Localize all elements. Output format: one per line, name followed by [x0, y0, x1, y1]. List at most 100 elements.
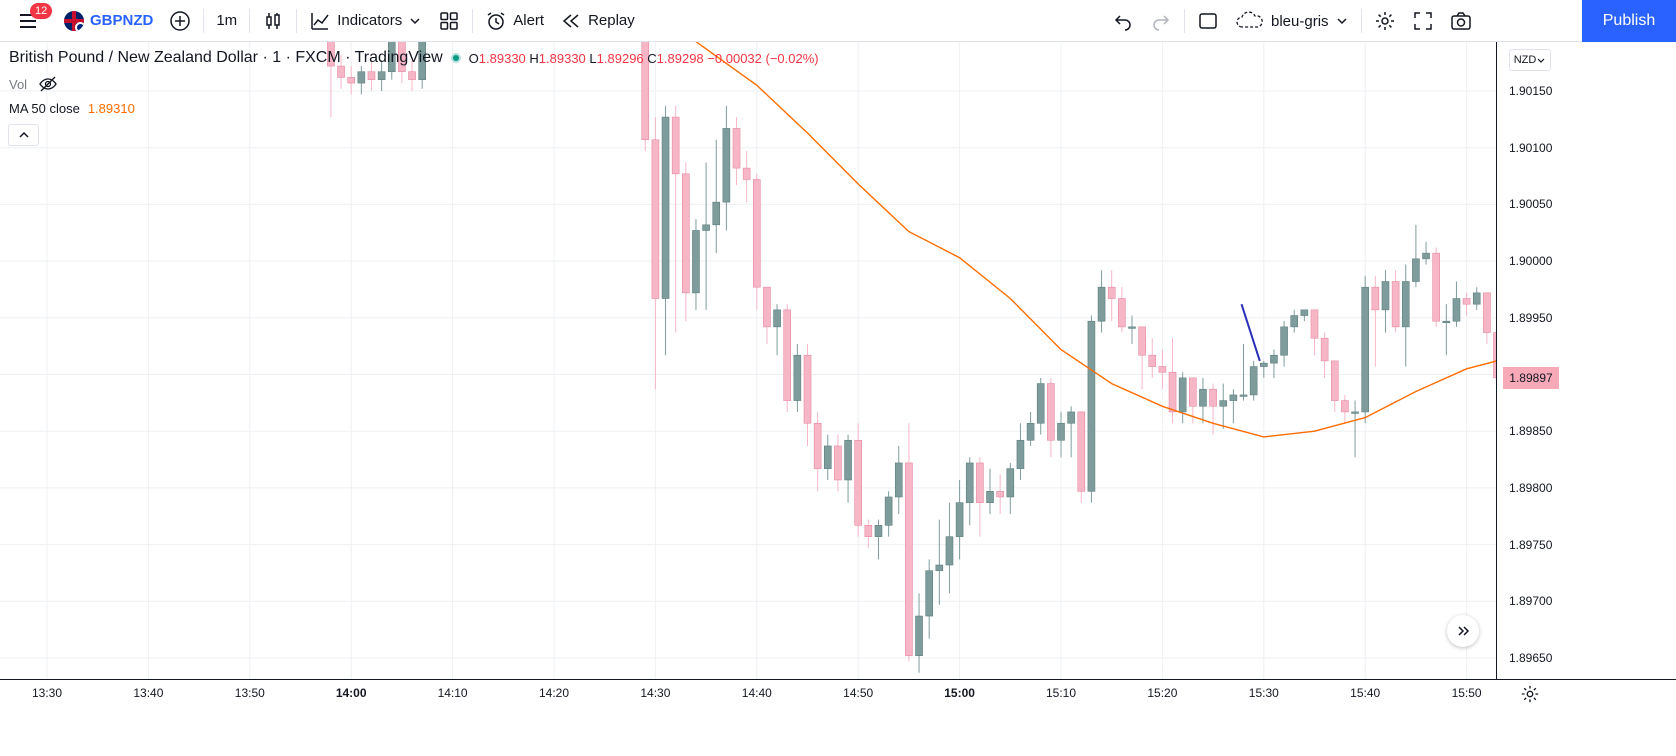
candle-body — [337, 65, 345, 78]
gear-icon — [1521, 685, 1539, 703]
replay-label: Replay — [588, 12, 635, 29]
collapse-legend-button[interactable] — [8, 124, 39, 146]
candle-body — [408, 71, 416, 80]
chart-type-button[interactable] — [254, 0, 292, 42]
alert-button[interactable]: Alert — [477, 0, 552, 42]
candle-body — [1026, 422, 1035, 441]
candle-body — [965, 462, 974, 503]
double-chevron-right-icon — [1458, 626, 1470, 636]
candle-body — [1209, 388, 1217, 407]
fullscreen-button[interactable] — [1404, 0, 1442, 42]
time-label: 15:30 — [1248, 686, 1279, 700]
market-status-dot[interactable] — [450, 53, 461, 63]
close-value: 1.89298 — [656, 50, 704, 66]
price-label: 1.89950 — [1509, 310, 1553, 325]
compare-symbol-button[interactable] — [161, 0, 199, 42]
symbol-label: GBPNZD — [90, 12, 154, 29]
currency-selector[interactable]: NZD — [1509, 49, 1551, 71]
ma-label[interactable]: MA 50 close — [9, 101, 80, 116]
candle-body — [712, 201, 721, 226]
undo-button[interactable] — [1104, 0, 1142, 42]
symbol-title[interactable]: British Pound / New Zealand Dollar · 1 ·… — [9, 49, 443, 66]
candle-body — [1158, 366, 1167, 373]
candlestick-chart[interactable] — [0, 42, 1496, 679]
toolbar-divider — [203, 8, 205, 33]
candle-body — [874, 525, 883, 537]
candle-body — [1452, 298, 1461, 322]
chart-pane[interactable] — [0, 42, 1496, 679]
candle-body — [742, 167, 751, 180]
candle-body — [1087, 320, 1096, 492]
alarm-clock-icon — [487, 11, 505, 30]
chevron-down-icon — [1537, 58, 1545, 63]
right-toolbar-group: bleu-gris — [1104, 0, 1480, 42]
price-label: 1.89850 — [1509, 424, 1553, 439]
candle-body — [976, 462, 984, 503]
candle-body — [1138, 326, 1146, 356]
candle-body — [357, 71, 366, 84]
candle-body — [945, 536, 954, 566]
candle-body — [1330, 360, 1339, 401]
fullscreen-toggle-button[interactable] — [1189, 0, 1227, 42]
time-label: 14:50 — [843, 686, 874, 700]
candle-body — [1077, 411, 1086, 492]
camera-icon — [1450, 12, 1471, 30]
time-label: 14:40 — [741, 686, 772, 700]
candle-body — [905, 462, 913, 657]
publish-button[interactable]: Publish — [1582, 0, 1676, 42]
candle-body — [1057, 422, 1065, 441]
toolbar-divider — [472, 8, 474, 33]
chart-settings-button[interactable] — [1520, 684, 1540, 709]
low-key: L — [589, 50, 597, 66]
candle-body — [1118, 298, 1126, 328]
toolbar-divider — [1360, 9, 1362, 33]
time-axis[interactable]: 13:30 13:40 13:50 14:00 14:10 14:20 14:30 14:40… — [0, 679, 1676, 756]
candle-body — [1371, 286, 1380, 311]
change-value: −0.00032 (−0.02%) — [707, 50, 819, 66]
layouts-button[interactable] — [430, 0, 468, 42]
price-axis[interactable]: NZD 1.90150 1.90100 1.90050 1.90000 1.89950 1… — [1496, 42, 1676, 679]
indicators-button[interactable]: Indicators — [301, 0, 430, 42]
candle-body — [823, 445, 832, 469]
snapshot-button[interactable] — [1442, 0, 1480, 42]
interval-button[interactable]: 1m — [216, 12, 238, 29]
candle-body — [996, 491, 1004, 498]
candle-body — [783, 309, 792, 401]
time-label: 14:10 — [437, 686, 468, 700]
time-label: 14:30 — [640, 686, 671, 700]
layout-theme-button[interactable]: bleu-gris — [1227, 0, 1357, 42]
volume-label[interactable]: Vol — [9, 76, 28, 92]
candle-body — [915, 615, 923, 657]
candle-body — [651, 139, 660, 299]
candle-body — [1381, 281, 1390, 311]
candle-body — [1249, 366, 1258, 396]
price-label: 1.89750 — [1509, 537, 1553, 552]
price-label: 1.89700 — [1509, 594, 1553, 609]
candle-body — [327, 42, 335, 67]
alert-label: Alert — [513, 12, 545, 29]
grid-layout-icon — [440, 11, 458, 30]
candle-body — [793, 354, 802, 401]
ma-value: 1.89310 — [87, 101, 135, 116]
eye-hidden-icon[interactable] — [39, 76, 57, 92]
toolbar-divider — [249, 8, 251, 33]
symbol-search-button[interactable]: GBPNZD — [56, 0, 161, 42]
trend-line-drawing — [1240, 303, 1261, 362]
candle-body — [1361, 286, 1369, 413]
high-value: 1.89330 — [538, 50, 586, 66]
candle-body — [752, 179, 761, 288]
redo-button[interactable] — [1142, 0, 1180, 42]
candle-body — [884, 496, 893, 526]
settings-button[interactable] — [1366, 0, 1404, 42]
replay-button[interactable]: Replay — [552, 0, 643, 42]
candle-body — [1047, 383, 1055, 441]
candle-body — [1401, 281, 1410, 328]
candle-body — [367, 71, 376, 80]
candle-body — [1199, 388, 1207, 407]
scroll-to-realtime-button[interactable] — [1447, 615, 1479, 647]
layout-name: bleu-gris — [1271, 12, 1329, 30]
candle-body — [682, 173, 690, 294]
expand-icon — [1413, 12, 1432, 30]
main-menu-button[interactable]: 12 — [0, 0, 56, 42]
open-key: O — [468, 50, 479, 66]
